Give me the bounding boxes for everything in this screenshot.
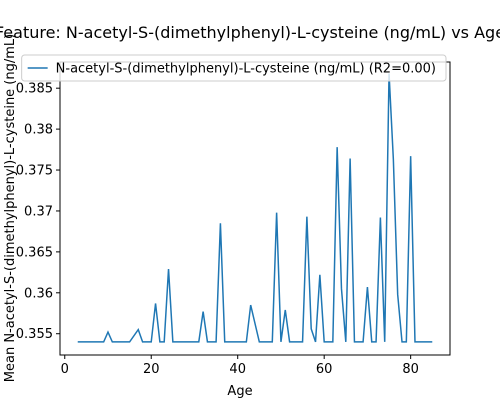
y-axis-label: Mean N-acetyl-S-(dimethylphenyl)-L-cyste…	[3, 34, 18, 382]
y-tick-label: 0.365	[16, 245, 53, 260]
x-axis-label: Age	[227, 384, 252, 399]
y-tick-label: 0.36	[24, 286, 53, 301]
legend-label: N-acetyl-S-(dimethylphenyl)-L-cysteine (…	[56, 62, 436, 77]
x-tick-label: 80	[402, 362, 419, 377]
y-tick-label: 0.355	[16, 327, 53, 342]
y-tick-label: 0.38	[24, 123, 53, 138]
y-tick-label: 0.385	[16, 82, 53, 97]
chart-title: Feature: N-acetyl-S-(dimethylphenyl)-L-c…	[0, 23, 500, 42]
x-tick-label: 20	[143, 362, 160, 377]
data-line	[77, 73, 433, 343]
x-tick-label: 60	[316, 362, 333, 377]
y-tick-label: 0.375	[16, 164, 53, 179]
y-tick-label: 0.37	[24, 204, 53, 219]
plot-frame	[59, 61, 451, 356]
x-tick-label: 40	[229, 362, 246, 377]
legend-box	[21, 54, 447, 82]
x-tick-label: 0	[61, 362, 69, 377]
